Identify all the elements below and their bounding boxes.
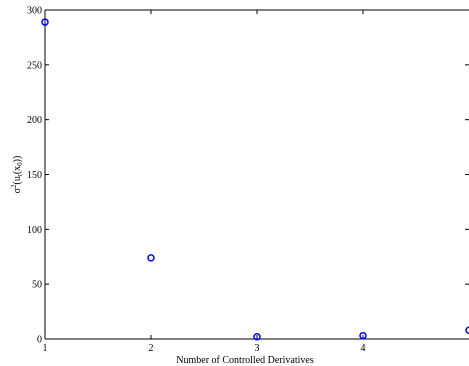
axes-frame (44, 9, 469, 340)
y-axis-label-base: σ (12, 187, 23, 193)
x-tick-label: 2 (149, 343, 154, 354)
x-axis-ticks: 1 2 3 4 (43, 10, 366, 354)
y-axis-label-tail2: )) (12, 156, 23, 163)
data-point (465, 326, 469, 334)
x-tick-label: 1 (43, 343, 48, 354)
x-axis-label: Number of Controlled Derivatives (176, 355, 314, 366)
y-tick-label: 50 (32, 280, 42, 291)
y-axis-label-mid: (u (12, 176, 23, 184)
y-tick-label: 200 (27, 115, 42, 126)
data-point (41, 18, 49, 26)
y-tick-label: 100 (27, 225, 42, 236)
data-point (359, 331, 367, 340)
data-point (147, 254, 155, 262)
y-tick-label: 300 (27, 6, 42, 17)
y-axis-label-tail1: (x (12, 166, 23, 174)
data-points (41, 18, 469, 341)
y-tick-label: 0 (37, 335, 42, 346)
y-axis-label-sub: t (16, 174, 24, 176)
x-tick-label: 3 (255, 343, 260, 354)
y-axis-label: σ2(ut(x0)) (10, 156, 24, 194)
y-axis-label-sup: 2 (10, 184, 18, 188)
x-tick-label: 4 (361, 343, 366, 354)
y-axis-ticks: 0 50 100 150 200 250 300 (27, 6, 469, 346)
y-axis-label-sub2: 0 (16, 162, 24, 166)
y-tick-label: 250 (27, 60, 42, 71)
y-tick-label: 150 (27, 170, 42, 181)
data-point (253, 333, 261, 341)
